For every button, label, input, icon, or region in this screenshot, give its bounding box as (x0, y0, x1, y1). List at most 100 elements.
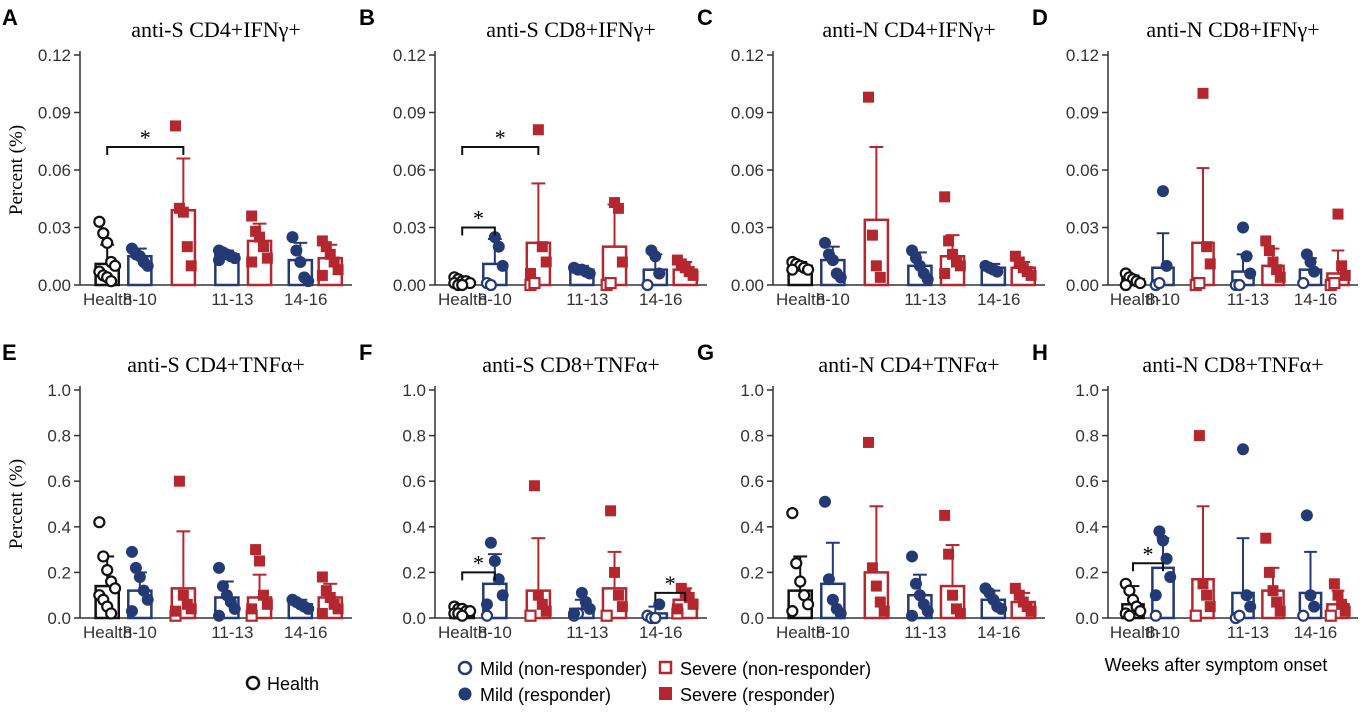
data-point (1328, 578, 1340, 590)
panel-title: anti-S CD8+TNFα+ (482, 352, 660, 377)
data-point (921, 605, 934, 618)
data-point (653, 598, 666, 611)
data-point (1304, 589, 1317, 602)
data-point (954, 607, 966, 619)
x-tick-label: 11-13 (211, 290, 253, 309)
data-point (1193, 430, 1205, 442)
data-point (939, 509, 951, 521)
data-point (1025, 269, 1037, 281)
data-point (492, 240, 505, 253)
panel-title: anti-S CD8+IFNγ+ (486, 17, 656, 42)
data-point (105, 607, 118, 620)
data-point (1237, 443, 1249, 456)
y-tick-label: 0.12 (731, 46, 764, 65)
data-point (683, 591, 695, 603)
data-point (834, 607, 847, 620)
y-tick-label: 0.4 (1075, 518, 1099, 537)
data-point (173, 475, 185, 487)
panel-letter: C (697, 5, 713, 30)
data-point (108, 259, 122, 272)
data-point (801, 263, 815, 276)
data-point (316, 571, 328, 583)
data-point (943, 548, 955, 560)
x-tick-label: 14-16 (284, 623, 327, 642)
data-point (826, 593, 839, 606)
y-tick-label: 0.09 (38, 104, 71, 123)
data-point (141, 593, 154, 606)
data-point (818, 236, 831, 249)
panel-title: anti-S CD4+IFNγ+ (131, 17, 301, 42)
data-point (939, 191, 951, 203)
data-point (1013, 256, 1025, 268)
y-tick-label: 0.03 (1066, 219, 1099, 238)
data-point (257, 589, 269, 601)
data-point (484, 278, 498, 292)
data-point (185, 260, 197, 272)
data-point (480, 598, 493, 611)
data-point (583, 602, 596, 615)
x-tick-label: 8-10 (478, 290, 512, 309)
x-axis-title: Weeks after symptom onset (1105, 655, 1328, 675)
data-point (1204, 258, 1216, 270)
data-point (870, 580, 882, 592)
y-tick-label: 0.8 (1075, 427, 1099, 446)
significance-bracket (461, 571, 496, 581)
legend-mild-resp-label: Mild (responder) (480, 685, 611, 705)
y-tick-label: 0.6 (740, 472, 764, 491)
y-tick-label: 0.2 (1075, 563, 1099, 582)
y-tick-label: 0.8 (47, 427, 71, 446)
panel-title: anti-N CD4+IFNγ+ (822, 17, 995, 42)
data-point (995, 602, 1008, 615)
data-point (261, 598, 273, 610)
y-tick-label: 0.4 (47, 518, 71, 537)
x-tick-label: 14-16 (977, 623, 1020, 642)
data-point (1160, 552, 1173, 565)
data-point (213, 254, 226, 267)
y-tick-label: 0.00 (393, 276, 426, 295)
legend-severe-non-label: Severe (non-responder) (680, 659, 871, 679)
data-point (316, 235, 328, 247)
data-point (921, 273, 934, 286)
y-tick-label: 0.2 (47, 563, 71, 582)
data-point (1204, 601, 1216, 613)
data-point (947, 589, 959, 601)
y-tick-label: 0.6 (47, 472, 71, 491)
y-tick-label: 0.09 (393, 104, 426, 123)
data-point (1134, 276, 1147, 290)
data-point (496, 589, 509, 602)
y-tick-label: 0.03 (393, 219, 426, 238)
data-point (604, 276, 617, 290)
data-point (1025, 605, 1037, 617)
data-point (1149, 589, 1162, 602)
data-point (862, 436, 874, 448)
data-point (246, 256, 258, 268)
x-tick-label: 8-10 (123, 623, 157, 642)
data-point (532, 124, 544, 136)
data-point (1271, 264, 1283, 276)
data-point (605, 505, 617, 517)
panel-letter: F (359, 340, 372, 365)
x-tick-label: Health (438, 623, 487, 642)
data-point (991, 265, 1004, 278)
y-tick-label: 0.06 (731, 161, 764, 180)
data-point (909, 577, 922, 590)
x-tick-label: 11-13 (211, 623, 253, 642)
significance-bracket (654, 591, 687, 601)
data-point (540, 605, 552, 617)
data-point (254, 555, 266, 567)
panel-letter: B (359, 5, 375, 30)
significance-star: * (473, 550, 484, 575)
y-tick-label: 0.03 (731, 219, 764, 238)
data-point (870, 260, 882, 272)
data-point (1244, 600, 1257, 613)
significance-star: * (665, 571, 676, 596)
significance-bracket (461, 146, 540, 155)
data-point (290, 244, 303, 257)
data-point (332, 264, 344, 276)
data-point (687, 598, 699, 610)
data-point (862, 91, 874, 103)
panel-title: anti-S CD4+TNFα+ (127, 352, 305, 377)
data-point (302, 602, 315, 615)
